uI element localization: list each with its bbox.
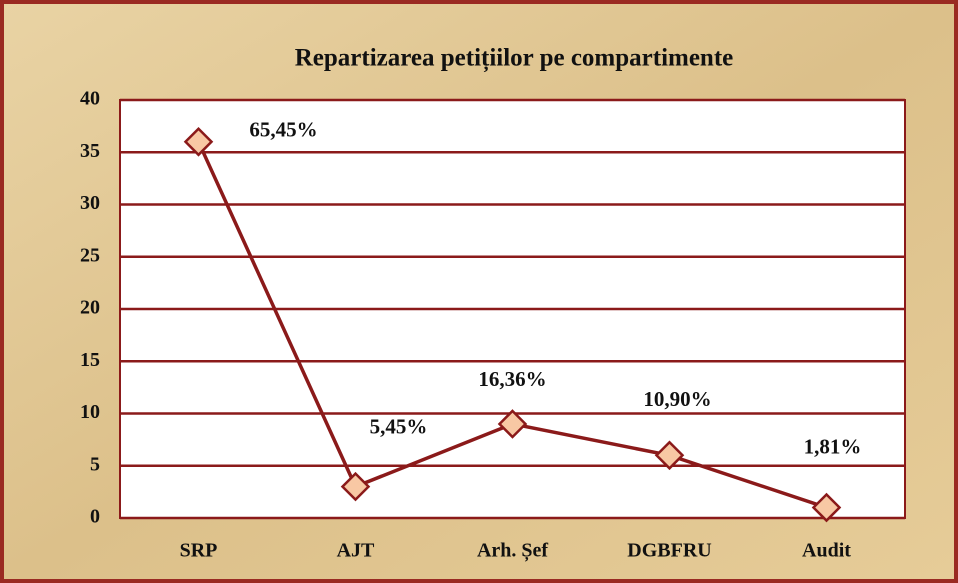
y-tick-label: 0 — [90, 506, 100, 528]
y-tick-label: 35 — [80, 140, 100, 162]
y-tick-label: 15 — [80, 349, 100, 371]
y-tick-label: 30 — [80, 192, 100, 214]
x-tick-label: Audit — [802, 540, 851, 562]
annotation: 10,90% — [643, 387, 711, 411]
chart-title: Repartizarea petițiilor pe compartimente — [295, 45, 734, 73]
marker — [183, 127, 214, 157]
marker — [340, 471, 371, 502]
y-tick-label: 40 — [80, 88, 100, 110]
annotation: 1,81% — [804, 434, 862, 458]
y-tick-label: 25 — [80, 244, 100, 266]
annotation: 65,45% — [249, 118, 317, 142]
marker — [497, 409, 528, 439]
y-tick-label: 10 — [80, 401, 100, 423]
y-tick-label: 5 — [90, 453, 100, 475]
marker — [654, 440, 685, 471]
x-tick-label: DGBFRU — [627, 540, 711, 562]
y-tick-label: 20 — [80, 297, 100, 319]
annotation: 5,45% — [370, 414, 428, 438]
marker — [811, 492, 842, 523]
annotation: 16,36% — [478, 367, 546, 391]
x-tick-label: AJT — [337, 540, 375, 562]
x-tick-label: Arh. Șef — [477, 540, 548, 563]
x-tick-label: SRP — [180, 540, 218, 562]
